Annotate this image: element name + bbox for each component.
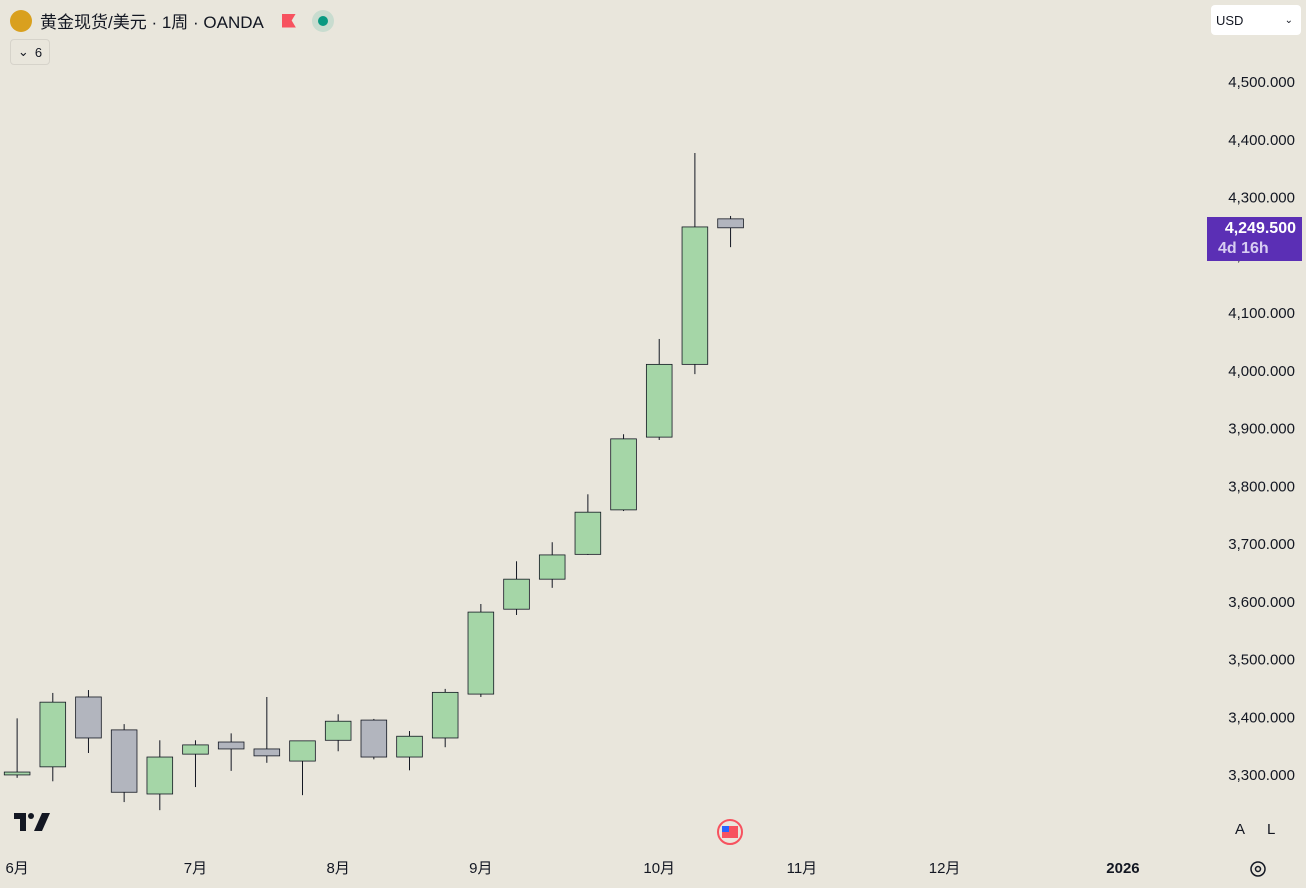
symbol-title[interactable]: 黄金现货/美元 · 1周 · OANDA — [40, 13, 264, 32]
last-price-label: 4,249.500 4d 16h — [1207, 216, 1302, 261]
event-flag[interactable] — [717, 819, 743, 845]
candle-body — [217, 741, 245, 750]
y-tick-label: 4,300.000 — [1228, 190, 1295, 207]
x-tick-label: 9月 — [469, 860, 492, 877]
symbol-icon — [10, 9, 32, 32]
last-price: 4,249.500 — [1224, 219, 1296, 237]
candle-body — [253, 748, 281, 757]
candle-body — [645, 363, 673, 438]
y-tick-label: 3,800.000 — [1228, 478, 1295, 495]
market-status[interactable] — [311, 9, 334, 32]
currency: USD — [1216, 12, 1244, 28]
y-tick-label: 3,900.000 — [1228, 421, 1295, 438]
candle-body — [574, 511, 602, 555]
candle-body — [289, 740, 316, 762]
x-tick-label: 12月 — [929, 860, 961, 877]
candle-body — [396, 735, 423, 758]
log-scale[interactable]: L — [1267, 821, 1276, 838]
symbol-header[interactable]: 黄金现货/美元 · 1周 · OANDA — [10, 8, 334, 33]
candle-body — [717, 218, 744, 229]
candle-body — [146, 756, 174, 795]
candle-body — [182, 744, 209, 755]
tv-logo — [14, 813, 50, 831]
y-tick-label: 3,500.000 — [1228, 652, 1295, 669]
candle-body — [503, 578, 530, 610]
y-tick-label: 3,600.000 — [1228, 594, 1295, 611]
y-tick-label: 3,400.000 — [1228, 709, 1295, 726]
y-tick-label: 4,000.000 — [1228, 363, 1295, 380]
y-tick-label: 3,700.000 — [1228, 536, 1295, 553]
flag-icon[interactable] — [281, 13, 296, 28]
candle-body — [538, 554, 566, 580]
x-tick-label: 10月 — [643, 860, 675, 877]
x-tick-label: 11月 — [787, 860, 818, 877]
y-tick-label: 4,400.000 — [1228, 132, 1295, 149]
settings-icon[interactable] — [1250, 861, 1266, 877]
auto-scale[interactable]: A — [1235, 821, 1246, 838]
y-tick-label: 4,100.000 — [1228, 305, 1295, 322]
candle-body — [110, 729, 138, 793]
candle-body — [467, 611, 495, 695]
candle-body — [75, 696, 102, 739]
candle-body — [610, 438, 637, 511]
candle-body — [39, 701, 67, 768]
candle-body — [3, 771, 31, 776]
candle-body — [681, 226, 709, 365]
x-tick-label: 2026 — [1106, 860, 1139, 877]
y-tick-label: 3,300.000 — [1228, 767, 1295, 784]
x-tick-label: 7月 — [184, 860, 207, 877]
currency-select[interactable]: USD ⌄ — [1211, 5, 1301, 35]
candle-body — [324, 720, 352, 741]
y-tick-label: 4,500.000 — [1228, 74, 1295, 91]
x-tick-label: 6月 — [5, 860, 28, 877]
indicator-count: 6 — [34, 44, 43, 60]
indicators-toggle[interactable]: ⌄ 6 — [10, 39, 50, 65]
candle-body — [360, 719, 388, 758]
x-tick-label: 8月 — [326, 860, 349, 877]
candle-body — [431, 691, 459, 739]
countdown: 4d 16h — [1218, 239, 1269, 257]
